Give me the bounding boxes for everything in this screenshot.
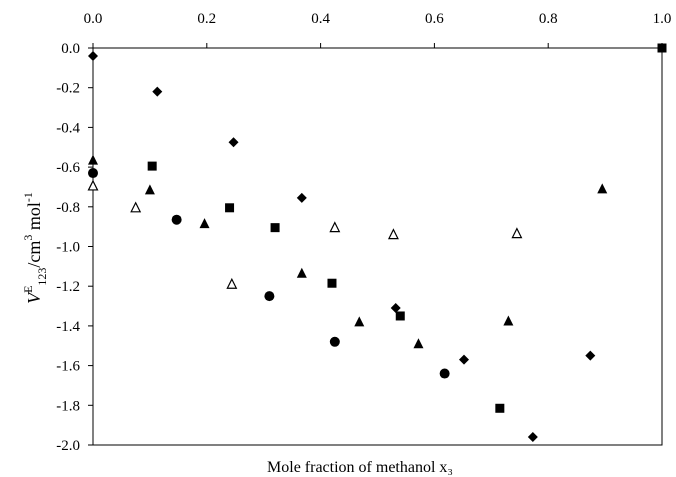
y-axis-title-cube: 3 xyxy=(21,235,35,241)
x-tick-group: 0.0 0.2 0.4 0.6 0.8 1.0 xyxy=(84,11,672,48)
y-tick-label: 0.0 xyxy=(61,41,80,57)
data-point-diamond xyxy=(585,350,596,361)
data-point-circle xyxy=(171,214,182,225)
data-point-triangle-open xyxy=(329,221,341,233)
data-point-square xyxy=(395,311,405,321)
data-point-square xyxy=(327,278,337,288)
y-tick-label: -1.2 xyxy=(56,279,80,295)
y-tick-label: -0.8 xyxy=(56,200,80,216)
y-axis-title-sub: 123 xyxy=(35,268,49,286)
y-axis-title-mol: mol xyxy=(24,202,44,235)
data-point-diamond xyxy=(296,192,307,203)
data-point-diamond xyxy=(527,432,538,443)
y-axis-title-sup: E xyxy=(21,286,35,293)
data-point-triangle-open xyxy=(511,227,523,239)
data-point-triangle-filled xyxy=(199,218,210,229)
y-tick-label: -1.0 xyxy=(56,240,80,256)
y-tick-label: -0.6 xyxy=(56,160,80,176)
data-point-circle xyxy=(264,291,275,302)
y-tick-group: 0.0 -0.2 -0.4 -0.6 -0.8 -1.0 -1.2 -1.4 -1.6 -1.8 -… xyxy=(56,41,93,454)
data-point-square xyxy=(147,161,157,171)
data-point-triangle-filled xyxy=(296,267,307,278)
y-tick-label: -1.4 xyxy=(56,319,80,335)
data-point-triangle-filled xyxy=(354,316,365,327)
y-axis-title: VE123/cm3 mol-1 xyxy=(21,192,49,304)
data-point-diamond xyxy=(390,303,401,314)
data-point-diamond xyxy=(228,137,239,148)
y-tick-label: -0.4 xyxy=(56,120,80,136)
y-tick-label: -1.8 xyxy=(56,398,80,414)
y-axis-title-inv: -1 xyxy=(21,192,35,202)
x-tick-label: 0.4 xyxy=(311,11,330,27)
y-tick-label: -0.2 xyxy=(56,81,80,97)
x-tick-label: 0.0 xyxy=(84,11,103,27)
x-axis-title: Mole fraction of methanol x₃ xyxy=(267,459,453,476)
data-point-triangle-open xyxy=(226,277,238,289)
data-point-diamond xyxy=(88,50,98,61)
data-point-circle xyxy=(329,336,340,347)
data-point-square xyxy=(495,403,505,413)
y-axis-title-v: V xyxy=(24,291,44,304)
y-tick-label: -1.6 xyxy=(56,359,80,375)
data-point-triangle-filled xyxy=(88,154,98,165)
data-point-triangle-open xyxy=(387,228,399,240)
x-tick-label: 0.6 xyxy=(425,11,444,27)
data-point-diamond xyxy=(152,86,163,97)
data-point-circle xyxy=(88,168,98,179)
data-point-square xyxy=(270,223,280,233)
data-point-triangle-filled xyxy=(144,184,155,195)
data-point-square xyxy=(225,203,235,213)
data-point-group xyxy=(87,43,667,443)
data-point-triangle-filled xyxy=(413,338,424,349)
data-point-square xyxy=(657,43,667,53)
x-tick-label: 0.8 xyxy=(539,11,558,27)
x-tick-label: 0.2 xyxy=(197,11,216,27)
data-point-triangle-open xyxy=(130,201,142,213)
x-tick-label: 1.0 xyxy=(653,11,672,27)
data-point-triangle-open xyxy=(87,179,99,191)
data-point-triangle-filled xyxy=(597,183,608,194)
data-point-triangle-filled xyxy=(503,315,514,326)
data-point-diamond xyxy=(458,354,469,365)
y-tick-label: -2.0 xyxy=(56,438,80,454)
data-point-circle xyxy=(439,368,450,379)
y-axis-title-unit: /cm xyxy=(24,241,44,268)
plot-area xyxy=(92,47,663,446)
